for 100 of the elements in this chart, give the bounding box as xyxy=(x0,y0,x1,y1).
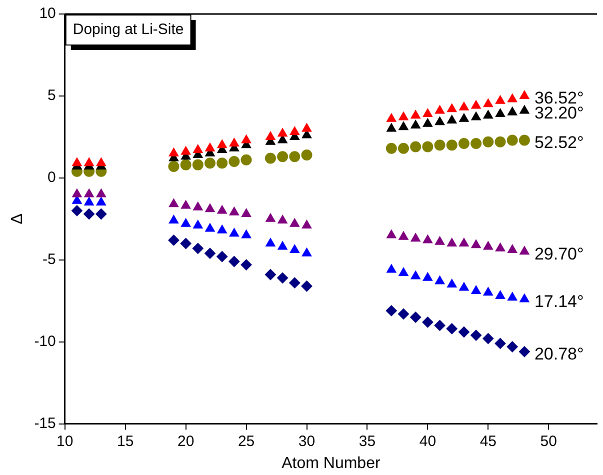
point xyxy=(483,110,493,119)
point xyxy=(495,108,506,117)
point xyxy=(264,152,276,164)
point xyxy=(241,134,252,144)
point xyxy=(508,106,518,116)
point xyxy=(446,140,458,151)
point xyxy=(410,110,420,119)
point xyxy=(422,272,433,281)
point xyxy=(241,230,252,238)
point xyxy=(508,244,518,254)
point xyxy=(71,205,82,216)
point xyxy=(180,218,191,227)
point xyxy=(422,316,434,328)
point xyxy=(494,136,506,148)
point xyxy=(278,128,288,137)
point xyxy=(96,197,106,206)
point xyxy=(278,241,288,250)
x-tick-label: 40 xyxy=(419,432,436,450)
point xyxy=(301,280,312,292)
point xyxy=(264,269,276,280)
series-label: 20.78° xyxy=(534,344,584,364)
point xyxy=(520,105,530,114)
point xyxy=(470,330,482,341)
point xyxy=(96,188,106,198)
point xyxy=(471,112,481,120)
point xyxy=(266,213,276,222)
point xyxy=(217,140,227,148)
point xyxy=(506,134,518,146)
point xyxy=(398,112,408,120)
point xyxy=(434,105,445,114)
point xyxy=(193,220,203,228)
point xyxy=(410,270,420,280)
y-axis-title: Δ xyxy=(9,213,26,224)
point xyxy=(518,134,530,146)
point xyxy=(289,277,300,288)
point xyxy=(241,208,252,217)
point xyxy=(168,148,179,156)
point xyxy=(180,200,191,209)
point xyxy=(386,113,396,122)
point xyxy=(266,131,276,140)
point xyxy=(84,188,94,198)
point xyxy=(434,236,445,245)
point xyxy=(277,272,288,284)
point xyxy=(447,278,457,288)
point xyxy=(193,202,203,210)
point xyxy=(290,126,300,136)
y-tick-label: -15 xyxy=(34,414,56,432)
point xyxy=(482,136,494,148)
point xyxy=(386,305,397,316)
point xyxy=(447,104,457,112)
point xyxy=(483,287,493,296)
point xyxy=(422,118,433,127)
point xyxy=(508,94,518,102)
point xyxy=(459,238,469,246)
point xyxy=(447,238,457,246)
point xyxy=(446,323,458,334)
x-axis-title: Atom Number xyxy=(282,454,381,472)
point xyxy=(422,108,433,117)
point xyxy=(410,141,422,152)
point xyxy=(216,251,228,262)
point xyxy=(482,333,494,344)
x-tick-label: 25 xyxy=(238,432,255,450)
point xyxy=(168,234,180,246)
x-tick-label: 30 xyxy=(298,432,316,450)
point xyxy=(217,224,227,234)
point xyxy=(192,159,204,170)
point xyxy=(216,158,228,169)
point xyxy=(458,326,470,338)
point xyxy=(228,256,240,268)
point xyxy=(447,115,457,124)
x-tick-label: 20 xyxy=(177,432,194,450)
point xyxy=(434,116,445,126)
point xyxy=(277,151,288,162)
point xyxy=(520,90,530,99)
point xyxy=(302,220,312,228)
point xyxy=(386,142,397,154)
point xyxy=(458,138,470,149)
y-tick-label: 5 xyxy=(48,87,56,104)
point xyxy=(302,248,312,256)
point xyxy=(192,242,204,254)
point xyxy=(217,205,227,214)
point xyxy=(410,233,420,242)
point xyxy=(84,208,95,220)
point xyxy=(398,308,409,320)
point xyxy=(278,215,288,224)
point xyxy=(180,159,192,170)
point xyxy=(229,206,240,216)
point xyxy=(459,113,469,122)
point xyxy=(96,208,107,220)
point xyxy=(471,240,481,248)
point xyxy=(398,122,408,130)
point xyxy=(483,98,493,108)
point xyxy=(422,141,434,152)
point xyxy=(204,158,216,169)
point xyxy=(434,320,446,331)
y-tick-label: -10 xyxy=(34,332,56,350)
point xyxy=(72,158,82,166)
point xyxy=(240,154,252,166)
point xyxy=(204,248,216,259)
point xyxy=(205,142,215,152)
